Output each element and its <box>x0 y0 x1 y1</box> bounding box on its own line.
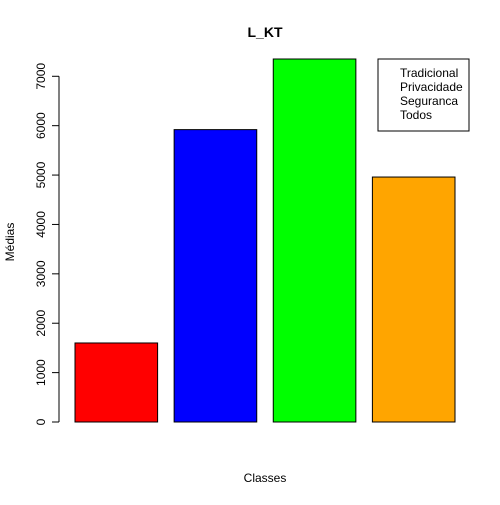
y-tick-label: 5000 <box>34 161 48 188</box>
legend-entry: Privacidade <box>400 80 463 94</box>
y-tick-label: 4000 <box>34 211 48 238</box>
y-tick-label: 6000 <box>34 112 48 139</box>
bar-todos <box>371 176 456 423</box>
y-axis: 0 1000 2000 3000 4000 5000 6000 7000 <box>34 63 60 425</box>
bars <box>74 58 456 423</box>
bar-seguranca <box>272 58 357 423</box>
y-tick-label: 2000 <box>34 310 48 337</box>
y-tick-label: 1000 <box>34 359 48 386</box>
legend-entry: Tradicional <box>400 66 458 80</box>
legend-box <box>377 58 470 132</box>
bar-tradicional <box>74 342 159 423</box>
chart-title: L_KT <box>248 24 283 40</box>
y-tick-label: 3000 <box>34 260 48 287</box>
y-tick-label: 7000 <box>34 63 48 90</box>
legend-entry: Seguranca <box>400 94 458 108</box>
x-axis-label: Classes <box>244 471 287 485</box>
y-tick-label: 0 <box>34 418 48 425</box>
bar-privacidade <box>173 129 258 423</box>
y-axis-label: Médias <box>3 223 17 262</box>
legend-entry: Todos <box>400 108 432 122</box>
